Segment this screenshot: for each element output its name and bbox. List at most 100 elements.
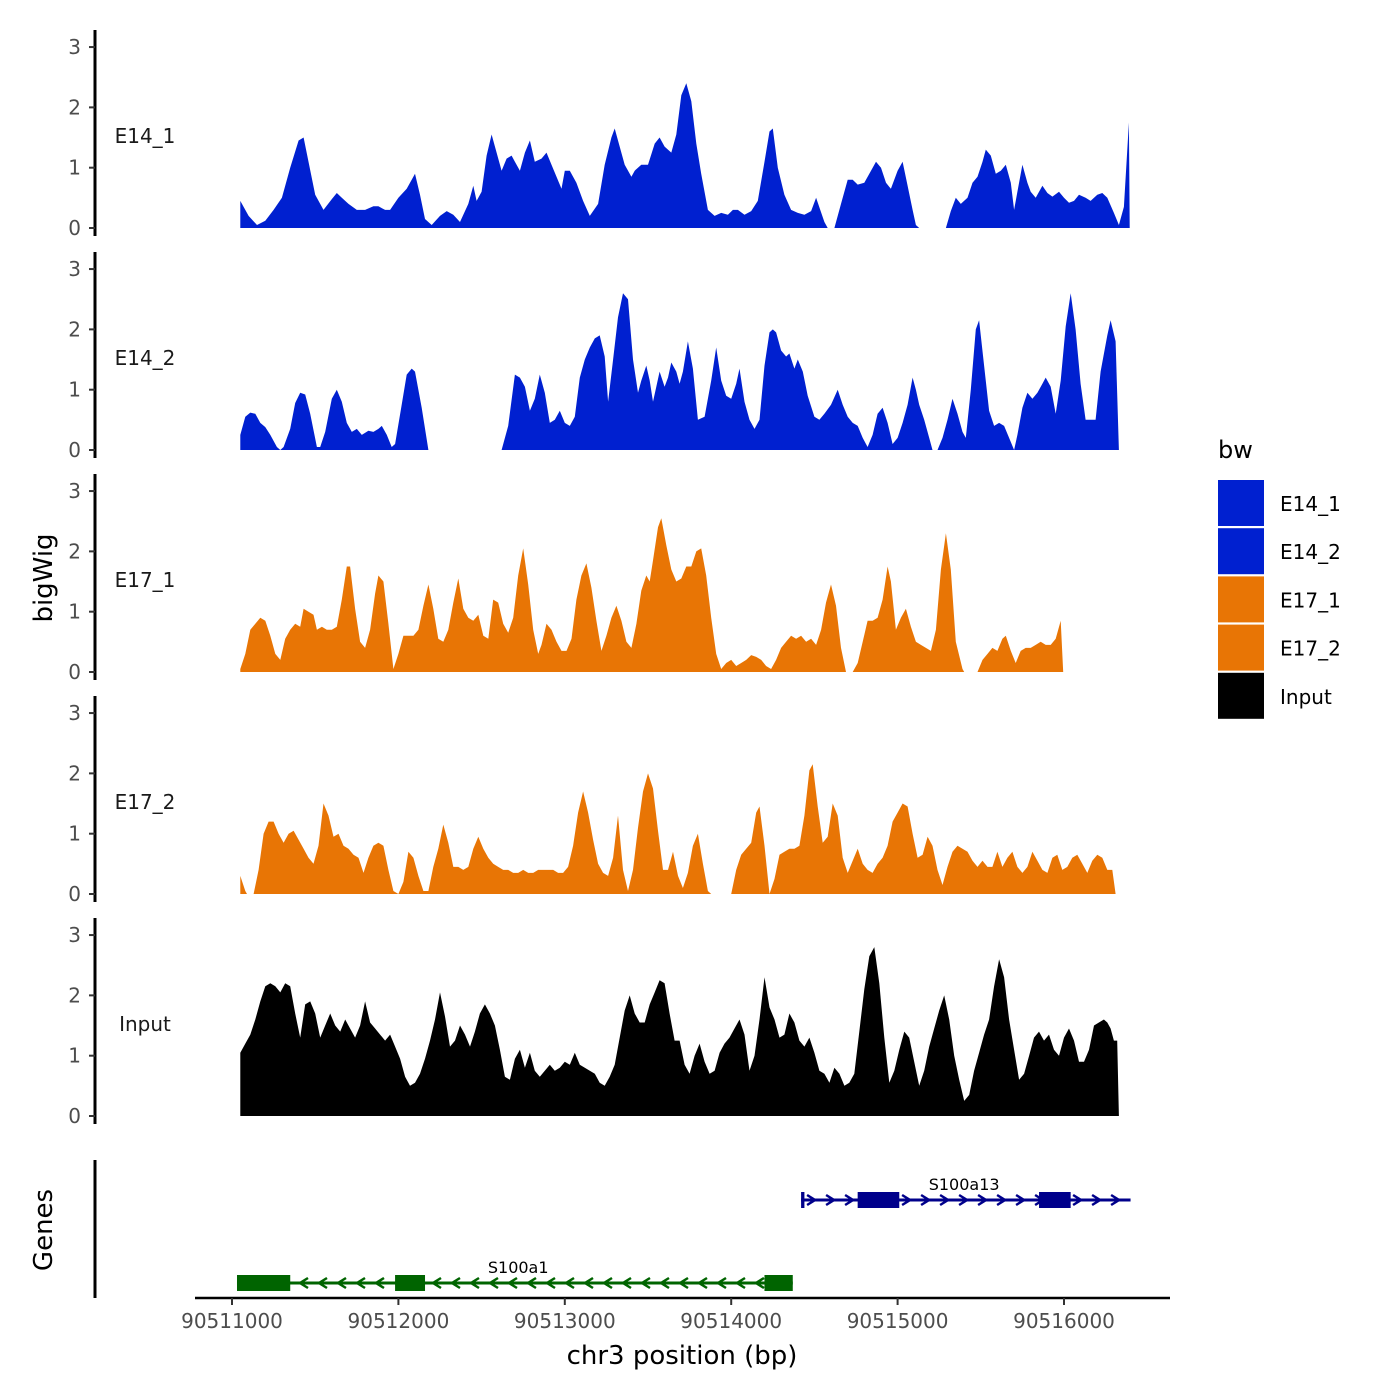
y-tick-label: 2 [68, 95, 81, 119]
area-E14_2 [501, 293, 933, 450]
area-E17_2 [253, 773, 712, 894]
strand-chevron [563, 1276, 575, 1290]
strand-chevron [696, 1276, 708, 1290]
strand-chevron [996, 1193, 1008, 1207]
area-E14_1 [240, 83, 828, 228]
y-tick-label: 0 [68, 660, 81, 684]
area-Input [240, 947, 1119, 1116]
strand-chevron [715, 1276, 727, 1290]
strand-chevron [639, 1276, 651, 1290]
y-tick-label: 1 [68, 822, 81, 846]
track-E14_2: 0 1 2 3 E14_2 [68, 252, 1119, 462]
strand-chevron [335, 1276, 347, 1290]
y-tick-label: 3 [68, 257, 81, 281]
strand-chevron [920, 1193, 932, 1207]
strand-chevron [1110, 1193, 1122, 1207]
legend-label: E17_1 [1280, 588, 1341, 612]
gene-exon [857, 1192, 900, 1208]
x-axis: 90511000 90512000 90513000 90514000 90515000… [181, 1296, 1170, 1333]
strand-chevron [958, 1193, 970, 1207]
area-E14_1 [834, 161, 920, 228]
y-tick-label: 3 [68, 701, 81, 725]
strand-chevron [844, 1193, 856, 1207]
area-E14_1 [945, 122, 1130, 228]
strand-chevron [1072, 1193, 1084, 1207]
strand-chevron [449, 1276, 461, 1290]
gene-S100a1: S100a1 [236, 1258, 793, 1291]
y-tick-label: 2 [68, 317, 81, 341]
track-E17_1: 0 1 2 3 E17_1 [68, 474, 1064, 684]
strand-chevron [525, 1276, 537, 1290]
strand-chevron [1015, 1193, 1027, 1207]
legend-swatch [1218, 672, 1264, 719]
gene-panel: S100a13 S100a1 [93, 1160, 1131, 1298]
area-E17_1 [977, 620, 1064, 672]
gene-exon [395, 1275, 426, 1291]
strand-chevron [939, 1193, 951, 1207]
strand-chevron [487, 1276, 499, 1290]
track-E14_1: 0 1 2 3 E14_1 [68, 30, 1130, 240]
track-label: E14_1 [115, 124, 176, 148]
y-tick-label: 3 [68, 479, 81, 503]
strand-chevron [601, 1276, 613, 1290]
x-tick-label: 90515000 [847, 1309, 949, 1333]
strand-chevron [658, 1276, 670, 1290]
legend-label: Input [1280, 685, 1332, 709]
track-label: E14_2 [115, 346, 176, 370]
strand-chevron [582, 1276, 594, 1290]
gene-S100a13: S100a13 [801, 1175, 1131, 1208]
strand-chevron [977, 1193, 989, 1207]
y-tick-label: 0 [68, 216, 81, 240]
y-tick-label: 1 [68, 600, 81, 624]
area-E14_2 [937, 293, 1119, 450]
gene-label: S100a1 [488, 1258, 549, 1277]
x-tick-label: 90516000 [1013, 1309, 1115, 1333]
area-E17_1 [240, 518, 847, 672]
strand-chevron [806, 1193, 818, 1207]
strand-chevron [468, 1276, 480, 1290]
y-tick-label: 0 [68, 1104, 81, 1128]
legend-label: E17_2 [1280, 637, 1341, 661]
strand-chevron [544, 1276, 556, 1290]
legend-swatch [1218, 480, 1264, 526]
gene-exon [236, 1275, 291, 1291]
y-tick-label: 1 [68, 1044, 81, 1068]
strand-chevron [734, 1276, 746, 1290]
gene-exon [1039, 1192, 1071, 1208]
tracks: 0 1 2 3 E14_1 0 1 2 3 E14_2 0 1 2 3 E17_1 0 1 2 3 E17_2 0 1 2 3… [68, 30, 1130, 1128]
y-tick-label: 2 [68, 761, 81, 785]
y-tick-label: 2 [68, 983, 81, 1007]
gene-exon [764, 1275, 793, 1291]
gene-label: S100a13 [929, 1175, 1000, 1194]
legend: bw E14_1 E14_2 E17_1 E17_2 Input [1218, 436, 1341, 719]
x-axis-title: chr3 position (bp) [567, 1341, 798, 1371]
y-tick-label: 1 [68, 378, 81, 402]
area-E17_2 [240, 875, 247, 894]
strand-chevron [825, 1193, 837, 1207]
gene-exon [801, 1192, 805, 1208]
y-tick-label: 3 [68, 923, 81, 947]
strand-chevron [297, 1276, 309, 1290]
area-E17_2 [731, 764, 1116, 894]
area-E14_2 [240, 368, 429, 450]
strand-chevron [753, 1276, 765, 1290]
legend-swatch [1218, 624, 1264, 671]
strand-chevron [677, 1276, 689, 1290]
x-tick-label: 90511000 [181, 1309, 283, 1333]
track-label: E17_2 [115, 790, 176, 814]
y-axis-title: bigWig [29, 533, 59, 622]
strand-chevron [1091, 1193, 1103, 1207]
strand-chevron [620, 1276, 632, 1290]
strand-chevron [901, 1193, 913, 1207]
legend-label: E14_1 [1280, 492, 1341, 516]
track-Input: 0 1 2 3 Input [68, 918, 1119, 1128]
strand-chevron [354, 1276, 366, 1290]
y-tick-label: 0 [68, 438, 81, 462]
x-tick-label: 90512000 [348, 1309, 450, 1333]
genes-title: Genes [29, 1189, 59, 1271]
legend-swatch [1218, 528, 1264, 575]
y-tick-label: 3 [68, 35, 81, 59]
y-tick-label: 1 [68, 156, 81, 180]
track-E17_2: 0 1 2 3 E17_2 [68, 696, 1116, 906]
